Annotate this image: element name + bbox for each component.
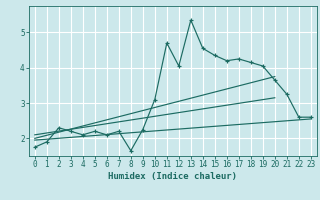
X-axis label: Humidex (Indice chaleur): Humidex (Indice chaleur) (108, 172, 237, 181)
